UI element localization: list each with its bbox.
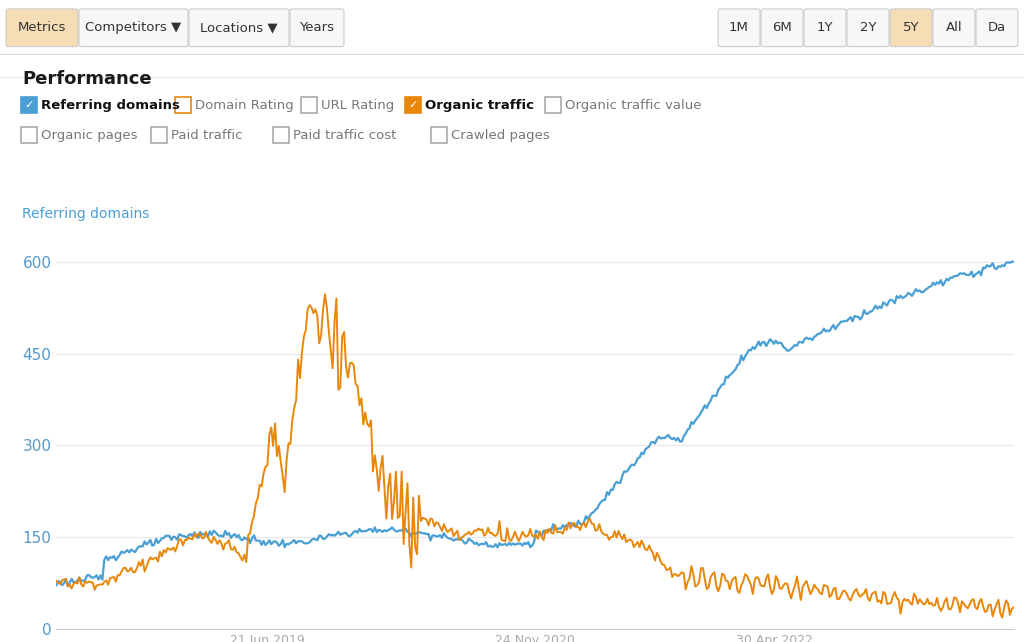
Text: Organic traffic value: Organic traffic value [565, 98, 701, 112]
FancyBboxPatch shape [804, 9, 846, 47]
FancyBboxPatch shape [545, 97, 561, 113]
FancyBboxPatch shape [718, 9, 760, 47]
Text: Organic traffic: Organic traffic [425, 98, 534, 112]
FancyBboxPatch shape [273, 127, 289, 143]
FancyBboxPatch shape [933, 9, 975, 47]
Text: ✓: ✓ [409, 100, 418, 110]
FancyBboxPatch shape [189, 9, 289, 47]
Text: ✓: ✓ [25, 100, 34, 110]
FancyBboxPatch shape [22, 127, 37, 143]
Text: Da: Da [988, 21, 1007, 34]
FancyBboxPatch shape [175, 97, 191, 113]
FancyBboxPatch shape [22, 97, 37, 113]
FancyBboxPatch shape [301, 97, 317, 113]
Text: Referring domains: Referring domains [41, 98, 180, 112]
Text: Competitors ▼: Competitors ▼ [85, 21, 181, 34]
Text: Performance: Performance [22, 70, 152, 88]
Text: 1Y: 1Y [817, 21, 834, 34]
FancyBboxPatch shape [847, 9, 889, 47]
FancyBboxPatch shape [6, 9, 78, 47]
Text: 2Y: 2Y [860, 21, 877, 34]
Text: Organic pages: Organic pages [41, 129, 137, 142]
FancyBboxPatch shape [79, 9, 188, 47]
Text: Locations ▼: Locations ▼ [200, 21, 278, 34]
Text: Paid traffic: Paid traffic [171, 129, 242, 142]
Text: URL Rating: URL Rating [321, 98, 394, 112]
FancyBboxPatch shape [976, 9, 1018, 47]
FancyBboxPatch shape [890, 9, 932, 47]
Text: 5Y: 5Y [903, 21, 920, 34]
FancyBboxPatch shape [151, 127, 167, 143]
Text: Crawled pages: Crawled pages [452, 129, 550, 142]
FancyBboxPatch shape [761, 9, 803, 47]
FancyBboxPatch shape [406, 97, 421, 113]
Text: Referring domains: Referring domains [22, 207, 150, 221]
Text: Metrics: Metrics [17, 21, 67, 34]
Text: 6M: 6M [772, 21, 792, 34]
Text: 1M: 1M [729, 21, 749, 34]
Text: Domain Rating: Domain Rating [196, 98, 294, 112]
Text: All: All [946, 21, 963, 34]
Text: Years: Years [299, 21, 335, 34]
Text: Paid traffic cost: Paid traffic cost [293, 129, 396, 142]
FancyBboxPatch shape [431, 127, 447, 143]
FancyBboxPatch shape [290, 9, 344, 47]
